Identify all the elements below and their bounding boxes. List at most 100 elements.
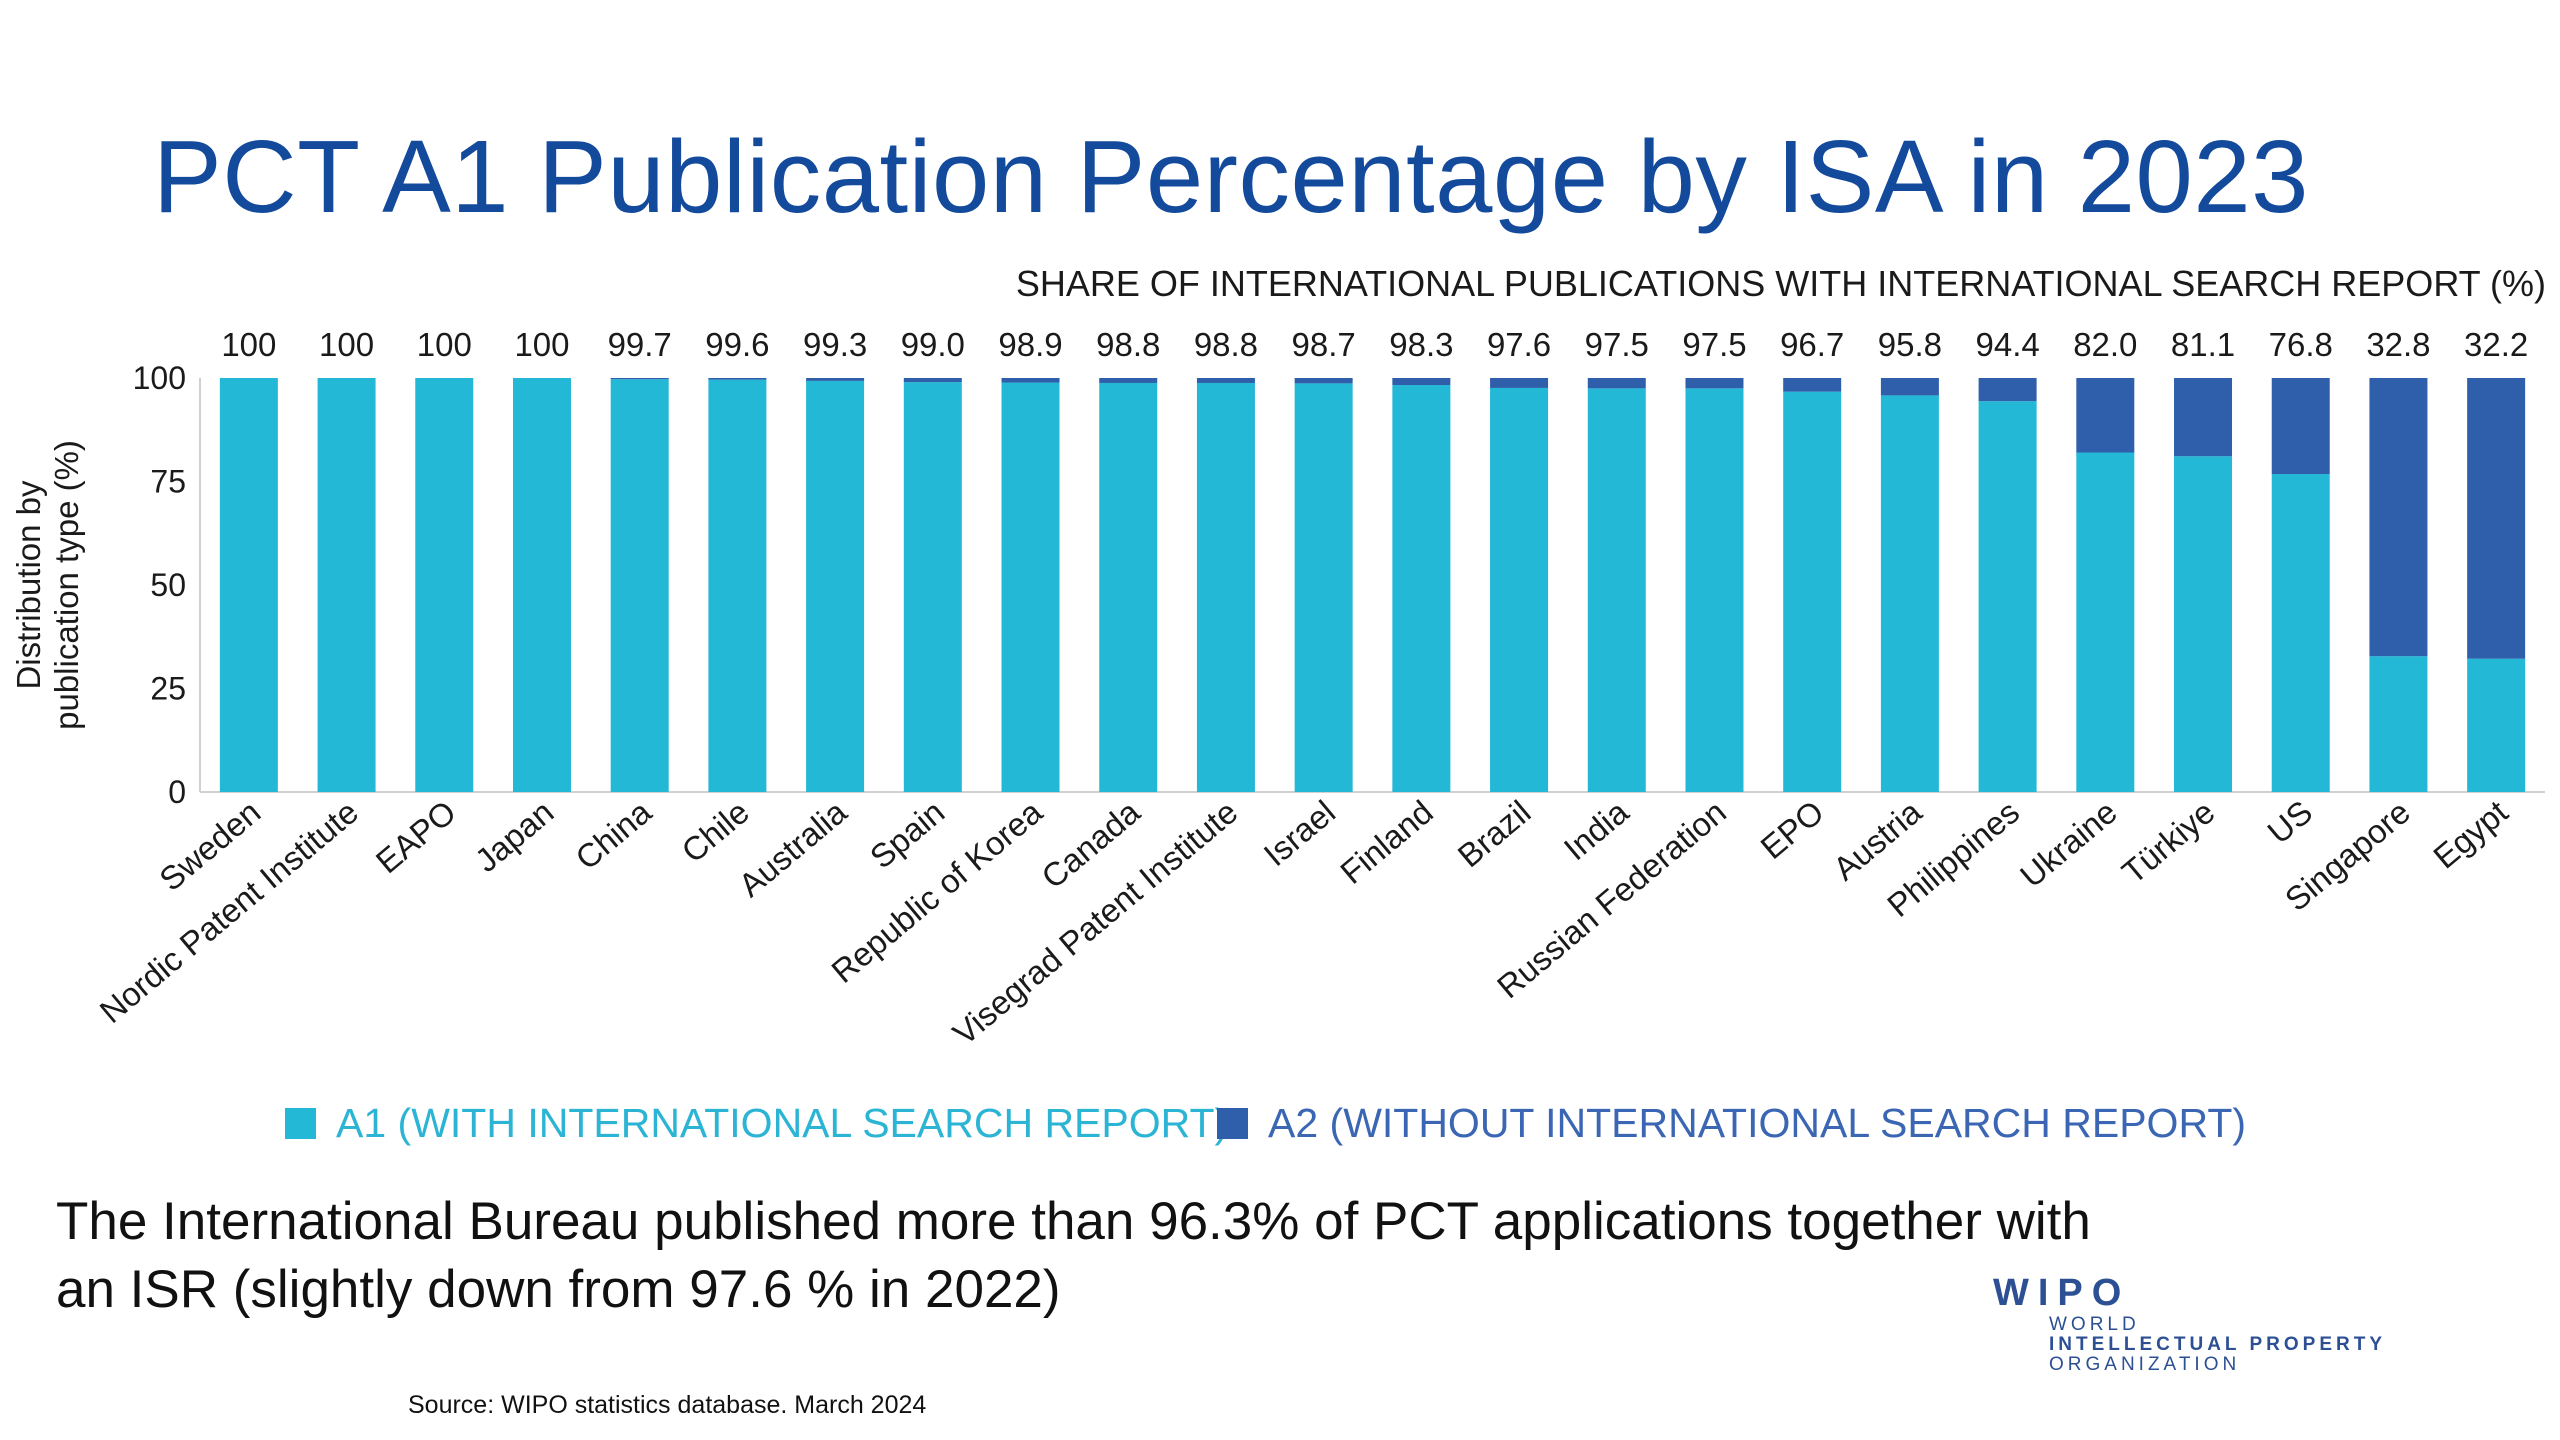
bar-value-label: 96.7	[1780, 326, 1844, 363]
bar-a2-segment	[1685, 378, 1744, 389]
bar-a2-segment	[2174, 378, 2233, 457]
bar-a2-segment	[708, 378, 767, 380]
bar-a2-segment	[1783, 378, 1842, 392]
bar-a1-segment	[1294, 383, 1353, 792]
y-tick-label: 75	[150, 464, 186, 500]
bar-a1-segment	[2369, 656, 2428, 792]
category-label: Australia	[731, 793, 854, 904]
category-label: Türkiye	[2115, 793, 2222, 891]
bar-a1-segment	[317, 378, 376, 792]
bar-a2-segment	[1099, 378, 1158, 383]
bar-a1-segment	[1587, 388, 1646, 792]
bar-value-label: 100	[221, 326, 276, 363]
category-label: India	[1557, 793, 1636, 868]
bar-a2-segment	[1294, 378, 1353, 384]
chart-subtitle: SHARE OF INTERNATIONAL PUBLICATIONS WITH…	[1015, 263, 2546, 304]
slide-title: PCT A1 Publication Percentage by ISA in …	[153, 119, 2309, 234]
legend-label-a2: A2 (WITHOUT INTERNATIONAL SEARCH REPORT)	[1268, 1100, 2247, 1146]
bar-a2-segment	[2076, 378, 2135, 453]
bar-value-label: 98.8	[1096, 326, 1160, 363]
bar-a2-segment	[1196, 378, 1255, 383]
bar-a1-segment	[219, 378, 278, 792]
bar-a1-segment	[1196, 382, 1255, 792]
bar-a1-segment	[2174, 456, 2233, 792]
bar-a1-segment	[610, 379, 669, 792]
bar-a2-segment	[2467, 378, 2526, 659]
bar-value-label: 100	[319, 326, 374, 363]
bar-a1-segment	[708, 379, 767, 792]
bar-a1-segment	[1685, 388, 1744, 792]
legend-item-a2: A2 (WITHOUT INTERNATIONAL SEARCH REPORT)	[1217, 1100, 2246, 1147]
bar-a1-segment	[2467, 658, 2526, 792]
wipo-logo-line-1: WORLD	[2049, 1314, 2140, 1335]
wipo-logo-line-2: INTELLECTUAL PROPERTY	[2049, 1334, 2386, 1355]
y-tick-label: 50	[150, 567, 186, 603]
bar-value-label: 32.8	[2366, 326, 2430, 363]
bar-value-label: 95.8	[1878, 326, 1942, 363]
wipo-logo: WIPO WORLD INTELLECTUAL PROPERTY ORGANIZ…	[1993, 1272, 2386, 1375]
category-label: Japan	[468, 793, 561, 879]
legend-swatch-a1	[285, 1108, 316, 1139]
bar-a1-segment	[2271, 474, 2330, 792]
bar-a2-segment	[2271, 378, 2330, 475]
bar-a2-segment	[610, 378, 669, 380]
bar-value-label: 98.9	[998, 326, 1062, 363]
bar-a1-segment	[1880, 395, 1939, 792]
bar-value-label: 100	[514, 326, 569, 363]
bar-a1-segment	[1490, 387, 1549, 792]
bar-a1-segment	[1783, 391, 1842, 792]
category-label: EPO	[1754, 793, 1831, 866]
category-label: Brazil	[1451, 793, 1538, 874]
bar-a2-segment	[1880, 378, 1939, 396]
bar-a2-segment	[806, 378, 865, 381]
bar-value-label: 94.4	[1975, 326, 2039, 363]
bar-a1-segment	[1392, 385, 1451, 792]
bar-a2-segment	[1001, 378, 1060, 383]
bar-value-label: 99.3	[803, 326, 867, 363]
slide-caption: The International Bureau published more …	[56, 1192, 2091, 1319]
chart-bars	[219, 378, 2526, 792]
bar-value-label: 81.1	[2171, 326, 2235, 363]
bar-value-label: 82.0	[2073, 326, 2137, 363]
bar-value-label: 32.2	[2464, 326, 2528, 363]
bar-a2-segment	[2369, 378, 2428, 657]
bar-value-label: 98.7	[1292, 326, 1356, 363]
bar-value-label: 98.8	[1194, 326, 1258, 363]
y-tick-label: 0	[168, 774, 186, 810]
bar-value-label: 76.8	[2269, 326, 2333, 363]
bar-value-label: 100	[417, 326, 472, 363]
legend-swatch-a2	[1217, 1108, 1248, 1139]
legend-item-a1: A1 (WITH INTERNATIONAL SEARCH REPORT)	[285, 1100, 1228, 1147]
wipo-logo-line-3: ORGANIZATION	[2049, 1354, 2241, 1375]
bar-a1-segment	[2076, 452, 2135, 792]
bar-value-label: 97.5	[1682, 326, 1746, 363]
category-label: Egypt	[2426, 793, 2514, 876]
category-label: Israel	[1257, 793, 1343, 873]
legend-label-a1: A1 (WITH INTERNATIONAL SEARCH REPORT)	[336, 1100, 1229, 1146]
bar-a1-segment	[415, 378, 474, 792]
bar-value-label: 99.0	[901, 326, 965, 363]
bar-value-label: 97.6	[1487, 326, 1551, 363]
bar-a2-segment	[1587, 378, 1646, 389]
bar-value-label: 99.7	[608, 326, 672, 363]
chart-axes: 0 25 50 75 100 Distribution bypublication typ…	[10, 360, 2545, 810]
bar-value-label: 99.6	[705, 326, 769, 363]
category-label: Ukraine	[2013, 793, 2124, 894]
category-label: US	[2260, 793, 2319, 851]
category-label: Chile	[675, 793, 756, 870]
category-label: EAPO	[369, 793, 463, 880]
bar-value-label: 97.5	[1585, 326, 1649, 363]
category-label: Spain	[863, 793, 951, 876]
category-label: Finland	[1333, 793, 1440, 891]
bar-value-label: 98.3	[1389, 326, 1453, 363]
chart-legend: A1 (WITH INTERNATIONAL SEARCH REPORT) A2…	[0, 1100, 2560, 1160]
y-tick-label: 25	[150, 671, 186, 707]
bar-a1-segment	[512, 378, 571, 792]
bar-a2-segment	[1490, 378, 1549, 388]
stacked-bar-chart: 0 25 50 75 100 Distribution bypublication typ…	[10, 326, 2545, 1052]
y-axis-label: Distribution bypublication type (%)	[10, 440, 85, 730]
bar-a1-segment	[1001, 382, 1060, 792]
y-tick-label: 100	[133, 360, 186, 396]
bar-a2-segment	[1392, 378, 1451, 386]
bar-a2-segment	[1978, 378, 2037, 402]
